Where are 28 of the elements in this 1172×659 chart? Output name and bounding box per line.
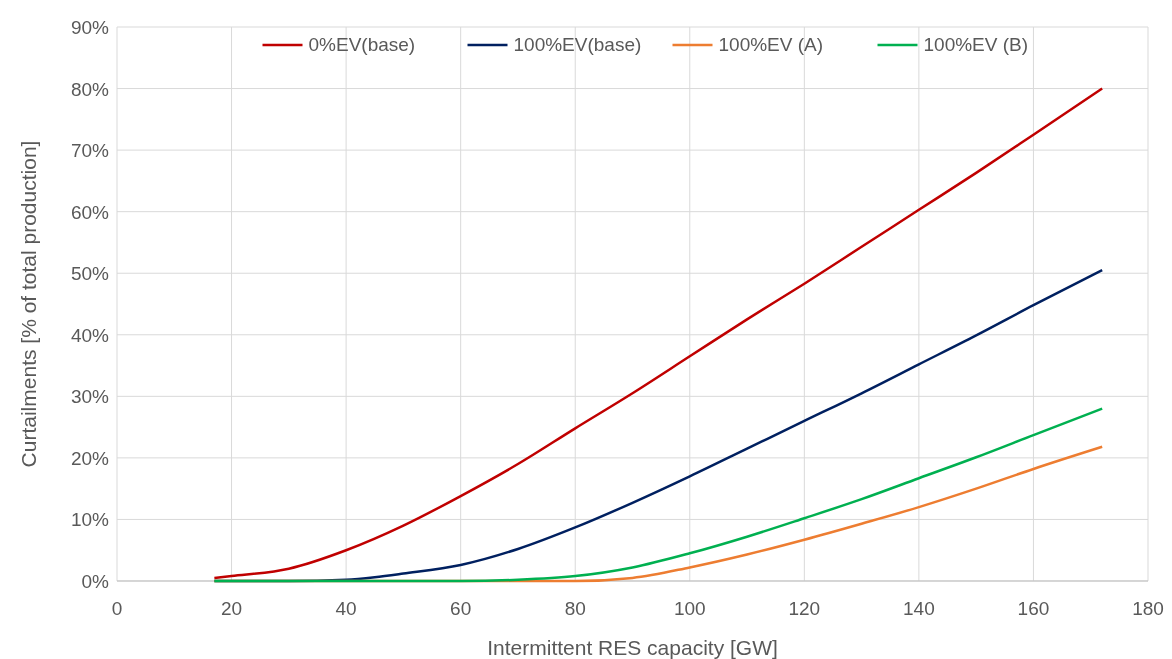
x-tick-label: 160 [1017,598,1050,619]
y-tick-label: 50% [70,263,110,285]
y-tick-label: 60% [70,201,110,223]
x-tick-label: 40 [335,598,357,619]
y-tick-label: 10% [70,509,110,531]
legend-label: 100%EV(base) [513,34,642,55]
y-tick-label: 30% [70,386,110,408]
line-series [213,87,1104,580]
y-tick-label: 20% [70,447,110,469]
legend-label: 100%EV (A) [718,34,824,55]
x-axis-title: Intermittent RES capacity [GW] [487,636,778,659]
x-tick-label: 0 [111,598,123,619]
x-tick-label: 140 [903,598,935,619]
x-tick-label: 120 [788,598,821,619]
legend-label: 100%EV (B) [923,34,1029,55]
y-axis-title: Curtailments [% of total production] [17,140,40,468]
legend-label: 0%EV(base) [308,34,416,55]
y-tick-label: 80% [70,78,110,100]
x-tick-label: 20 [220,598,243,619]
x-tick-label: 180 [1132,598,1164,619]
y-tick-label: 0% [81,571,110,592]
y-tick-label: 40% [70,324,110,346]
y-tick-label: 70% [70,140,110,162]
y-tick-label: 90% [70,17,110,38]
x-tick-label: 60 [450,598,472,619]
line-series [213,407,1104,583]
x-tick-label: 100 [673,598,706,619]
x-tick-label: 80 [564,598,586,619]
